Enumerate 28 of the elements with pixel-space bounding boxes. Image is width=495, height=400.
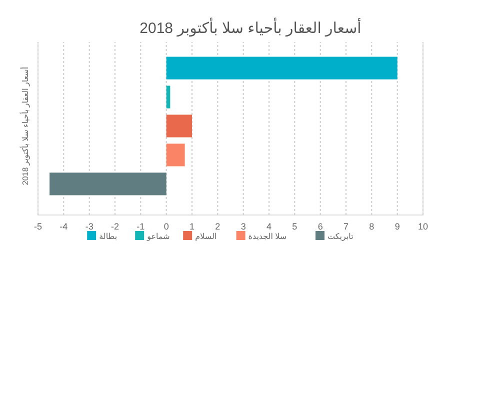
x-tick-label: 1 xyxy=(189,221,195,232)
x-tick-label: 5 xyxy=(292,221,298,232)
bar xyxy=(166,144,185,166)
legend-label: بطالة xyxy=(99,232,118,241)
x-tick-label: -1 xyxy=(136,221,145,232)
y-axis-title: أسعار العقار بأحياء سلا بأكتوبر 2018 xyxy=(19,66,30,186)
legend-label: السلام xyxy=(195,232,217,241)
bar xyxy=(166,56,398,80)
legend-label: سلا الجديدة xyxy=(248,232,287,241)
bar xyxy=(166,86,170,108)
x-tick-label: 9 xyxy=(394,221,400,232)
x-tick-label: -2 xyxy=(110,221,120,232)
x-tick-label: 6 xyxy=(318,221,323,232)
x-tick-label: -4 xyxy=(60,221,68,232)
chart-title: أسعار العقار بأحياء سلا بأكتوبر 2018 xyxy=(140,17,362,37)
legend-label: تابريكت xyxy=(328,232,354,241)
x-tick-label: 10 xyxy=(418,221,428,232)
bar xyxy=(166,114,192,138)
x-tick-label: 4 xyxy=(266,221,272,232)
x-tick-label: -3 xyxy=(85,221,94,232)
legend-label: شماعو xyxy=(146,232,170,241)
x-tick-label: 8 xyxy=(369,221,374,232)
x-tick-label: 7 xyxy=(343,221,349,232)
bar xyxy=(50,172,166,196)
x-tick-label: 0 xyxy=(164,221,169,232)
x-tick-label: 2 xyxy=(215,221,220,232)
x-tick-label: -5 xyxy=(34,221,42,232)
x-tick-label: 3 xyxy=(240,221,246,232)
